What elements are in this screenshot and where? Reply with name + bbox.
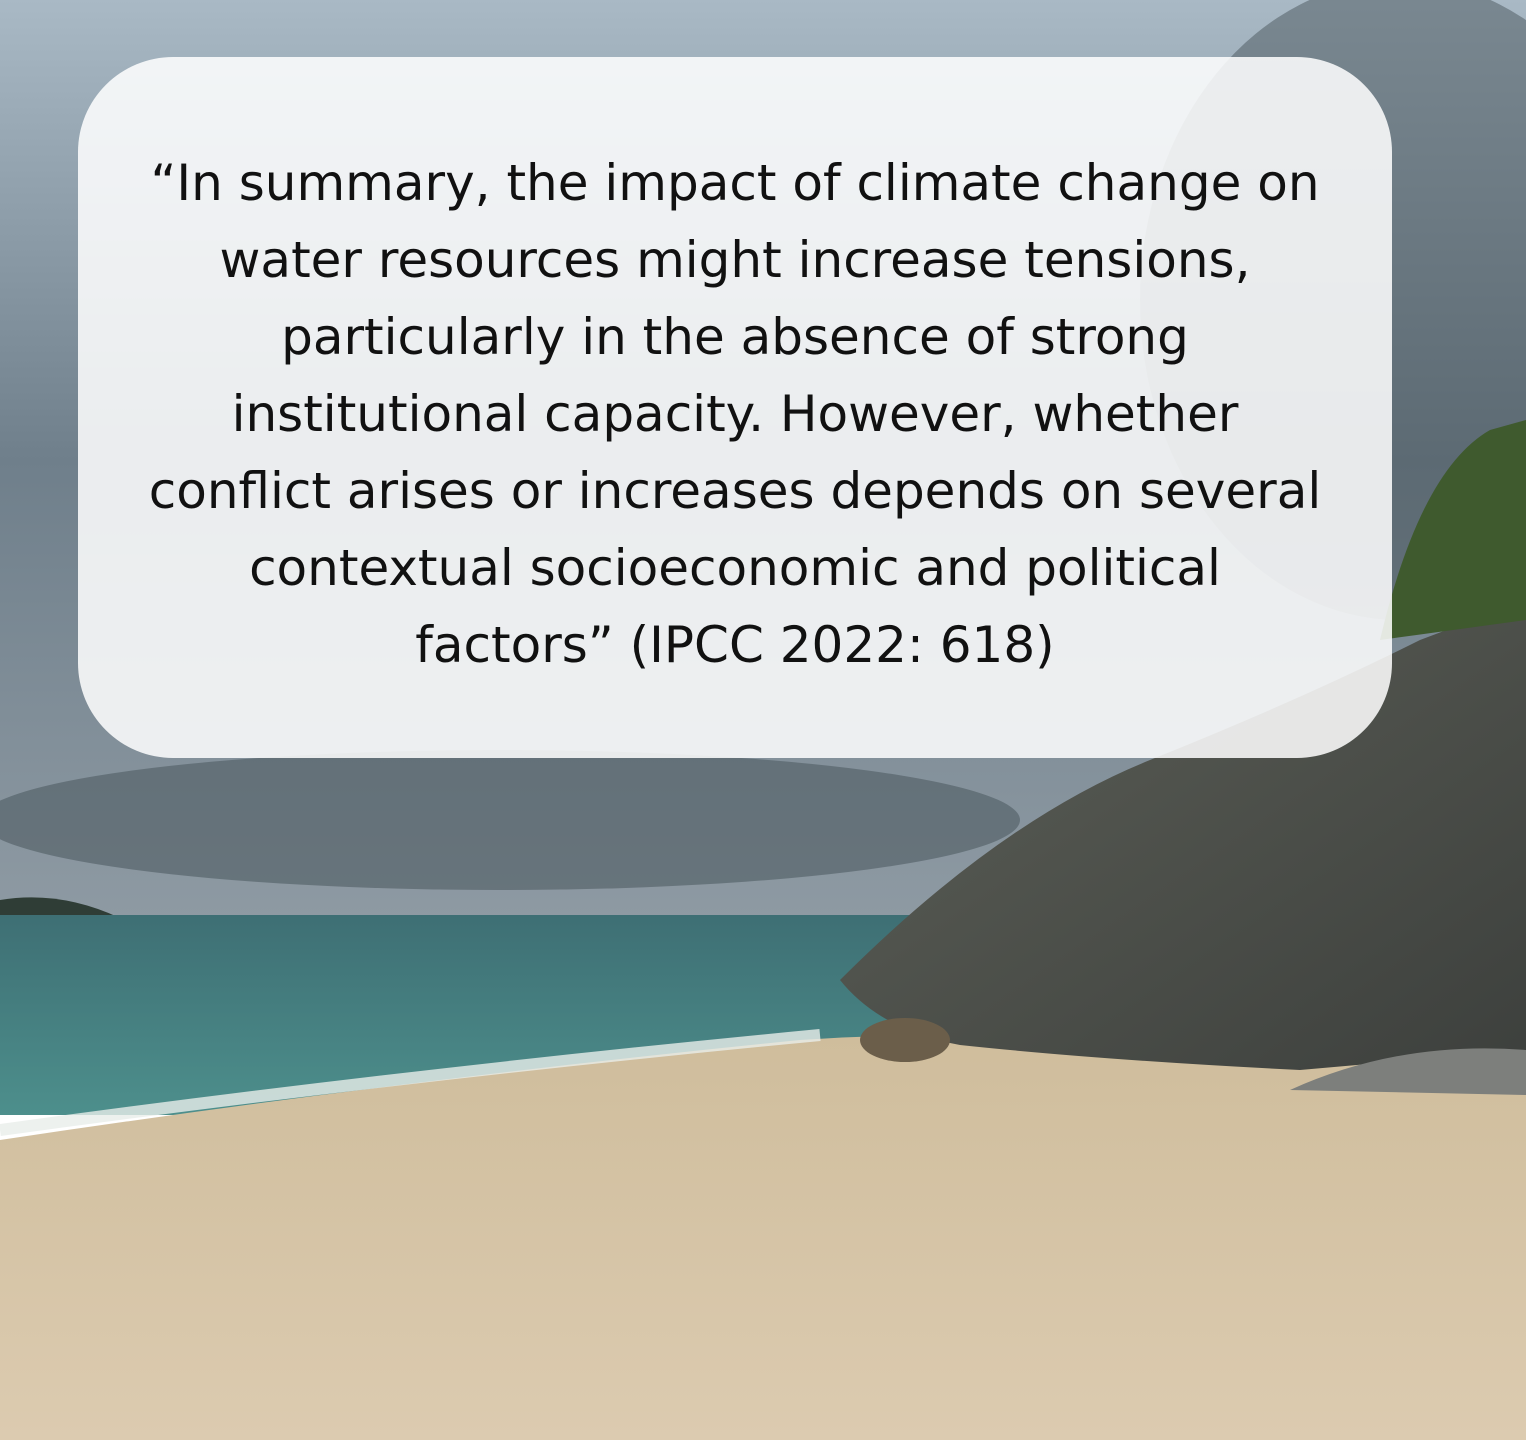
page: “In summary, the impact of climate chang… xyxy=(0,0,1526,1440)
quote-line: water resources might increase tensions, xyxy=(220,231,1251,289)
quote-line: institutional capacity. However, whether xyxy=(232,385,1239,443)
quote-line: particularly in the absence of strong xyxy=(281,308,1189,366)
quote-line: factors” (IPCC 2022: 618) xyxy=(415,616,1054,674)
quote-line: contextual socioeconomic and political xyxy=(249,539,1221,597)
quote-line: “In summary, the impact of climate chang… xyxy=(150,154,1319,212)
quote-line: conflict arises or increases depends on … xyxy=(149,462,1322,520)
quote-text: “In summary, the impact of climate chang… xyxy=(149,154,1322,674)
quote-image: “In summary, the impact of climate chang… xyxy=(0,0,1526,1440)
